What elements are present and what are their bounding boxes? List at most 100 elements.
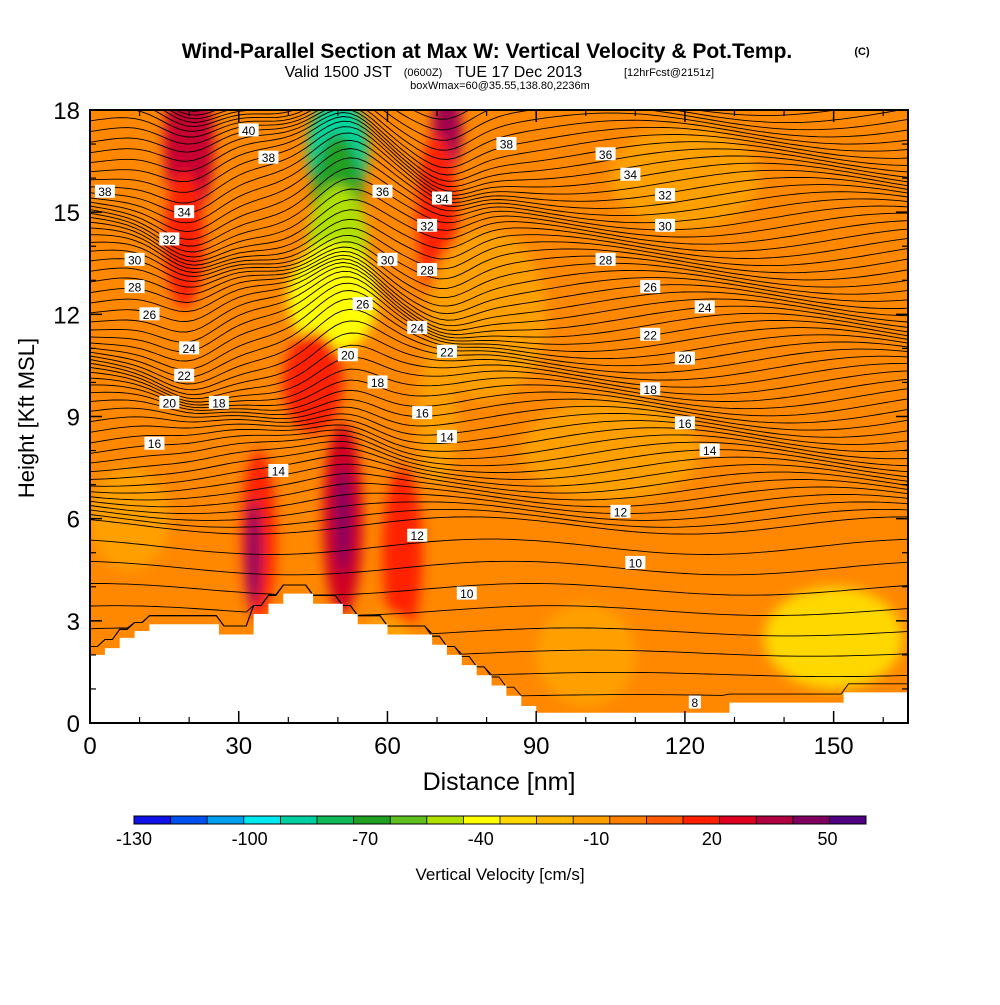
theta-label-box xyxy=(159,395,180,409)
colorbar-swatch xyxy=(353,816,391,824)
theta-contour xyxy=(90,332,908,396)
colorbar-swatch xyxy=(317,816,355,824)
colorbar-tick-label: 50 xyxy=(817,829,837,849)
x-tick-label: 90 xyxy=(523,733,550,760)
theta-label-box xyxy=(620,167,641,181)
theta-label-text: 16 xyxy=(415,407,429,421)
theta-label-text: 22 xyxy=(440,345,454,359)
theta-label: 32 xyxy=(417,218,438,233)
theta-contour xyxy=(90,472,908,501)
theta-contour xyxy=(90,148,908,233)
theta-label-text: 16 xyxy=(148,437,162,451)
colorbar-ticks: -130 -100 -70 -40 -10 20 50 xyxy=(116,829,838,849)
x-tick-label: 150 xyxy=(814,733,854,760)
x-tick-label: 120 xyxy=(665,733,705,760)
theta-contour xyxy=(90,538,908,555)
theta-label-box xyxy=(407,320,428,334)
colorbar-swatch xyxy=(390,816,428,824)
theta-contour xyxy=(90,308,908,385)
y-tick-label: 18 xyxy=(53,98,80,125)
theta-contour xyxy=(90,241,908,289)
theta-label: 18 xyxy=(208,395,229,410)
theta-label: 34 xyxy=(431,191,452,206)
theta-label: 12 xyxy=(610,504,631,519)
theta-label-box xyxy=(268,463,289,477)
theta-label-box xyxy=(640,280,661,294)
theta-contour xyxy=(90,250,908,307)
theta-label-text: 36 xyxy=(376,185,390,199)
theta-label-text: 20 xyxy=(163,396,177,410)
colorbar-tick-label: -40 xyxy=(468,829,494,849)
theta-label-text: 34 xyxy=(178,206,192,220)
theta-label: 16 xyxy=(674,416,695,431)
theta-label-text: 28 xyxy=(420,264,434,278)
theta-label-box xyxy=(436,429,457,443)
theta-label-box xyxy=(655,218,676,232)
w-region-10 xyxy=(246,498,262,608)
theta-contour xyxy=(90,583,908,596)
theta-label-text: 18 xyxy=(644,383,658,397)
theta-contour xyxy=(90,266,908,333)
theta-label-text: 32 xyxy=(163,233,177,247)
theta-label-text: 34 xyxy=(624,168,638,182)
theta-contour xyxy=(90,254,908,315)
theta-label-text: 30 xyxy=(658,219,672,233)
w-region-18 xyxy=(764,586,904,689)
theta-label: 28 xyxy=(595,252,616,267)
theta-label-text: 16 xyxy=(678,417,692,431)
w-region-16 xyxy=(521,399,700,502)
colorbar-label: Vertical Velocity [cm/s] xyxy=(415,865,584,884)
theta-label-text: 12 xyxy=(614,505,628,519)
theta-label: 26 xyxy=(139,307,160,322)
theta-label-text: 8 xyxy=(691,696,698,710)
theta-contour xyxy=(90,463,908,494)
colorbar-swatch xyxy=(426,816,464,824)
theta-label: 20 xyxy=(674,351,695,366)
theta-contour xyxy=(90,199,908,262)
theta-label-box xyxy=(640,327,661,341)
theta-contour xyxy=(90,234,908,280)
theta-label: 38 xyxy=(94,184,115,199)
colorbar-swatch xyxy=(719,816,757,824)
theta-contour xyxy=(90,227,908,273)
theta-label: 16 xyxy=(412,406,433,421)
theta-label-box xyxy=(412,406,433,420)
colorbar-swatch xyxy=(134,816,172,824)
theta-label-text: 14 xyxy=(440,430,454,444)
theta-label: 8 xyxy=(688,695,701,710)
theta-contour xyxy=(90,188,908,258)
colorbar-swatch xyxy=(170,816,208,824)
y-tick-label: 6 xyxy=(67,507,80,534)
w-region-8 xyxy=(283,331,343,434)
theta-label-box xyxy=(674,351,695,365)
theta-contour xyxy=(90,246,908,299)
theta-label-box xyxy=(417,263,438,277)
theta-contour xyxy=(90,501,908,521)
theta-contour xyxy=(90,405,908,431)
colorbar-swatch xyxy=(243,816,281,824)
theta-label: 26 xyxy=(640,280,661,295)
colorbar-swatch xyxy=(500,816,538,824)
theta-contour xyxy=(90,320,908,391)
colorbar-swatch xyxy=(207,816,245,824)
theta-label-box xyxy=(337,348,358,362)
theta-label: 22 xyxy=(174,368,195,383)
theta-label-box xyxy=(496,137,517,151)
theta-label: 14 xyxy=(268,463,289,478)
theta-contour xyxy=(90,440,908,474)
theta-label-text: 24 xyxy=(411,321,425,335)
theta-label: 28 xyxy=(124,280,145,295)
theta-label-box xyxy=(94,184,115,198)
theta-label-box xyxy=(208,395,229,409)
theta-label-box xyxy=(688,695,701,709)
x-tick-label: 30 xyxy=(225,733,252,760)
forecast-info: [12hrFcst@2151z] xyxy=(624,67,714,79)
theta-label: 24 xyxy=(179,341,200,356)
theta-label-box xyxy=(377,252,398,266)
theta-contour xyxy=(90,424,908,453)
theta-contour xyxy=(90,398,908,424)
